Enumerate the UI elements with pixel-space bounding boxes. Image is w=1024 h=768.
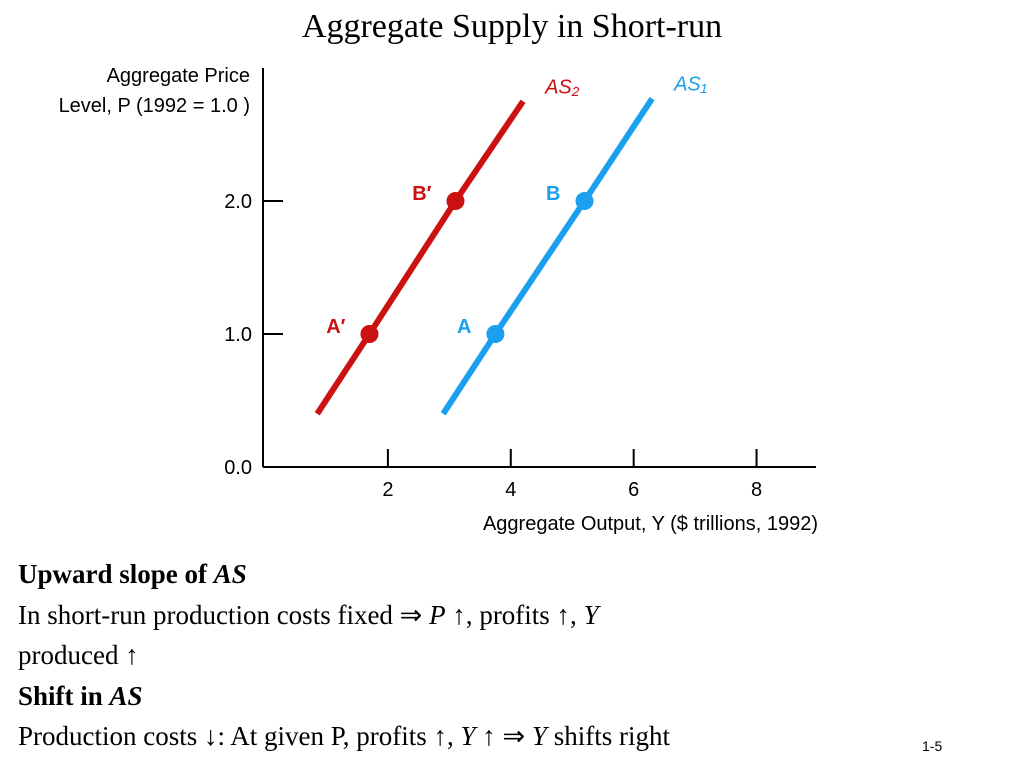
y-tick-label: 0.0: [224, 457, 252, 479]
chart: Aggregate Price Level, P (1992 = 1.0 ) A…: [59, 65, 818, 535]
point: [486, 325, 505, 343]
note-text: Upward slope of: [18, 559, 214, 589]
note-text: shifts right: [546, 721, 670, 751]
note-text: P: [429, 599, 446, 630]
x-tick-label: 2: [382, 479, 393, 501]
point-label: A: [457, 316, 471, 338]
series-label: AS₂: [544, 76, 580, 98]
note-text: Shift in: [18, 680, 110, 711]
series-line: [314, 99, 526, 416]
point: [575, 192, 594, 210]
slide-title: Aggregate Supply in Short-run: [301, 8, 723, 45]
note-text: Y: [531, 721, 547, 751]
note-text: produced ↑: [18, 640, 139, 670]
y-tick-label: 2.0: [224, 191, 252, 213]
x-tick-label: 8: [751, 479, 762, 501]
point-label: B: [546, 183, 560, 205]
note-text: Y: [583, 599, 599, 630]
y-axis-label: Level, P (1992 = 1.0 ): [59, 95, 250, 117]
series-label: AS₁: [673, 74, 707, 96]
note-text: ↑ ⇒: [475, 721, 532, 751]
point-label: B′: [412, 183, 431, 205]
y-axis-label: Aggregate Price: [107, 65, 250, 87]
notes: Upward slope of AS In short-run producti…: [18, 554, 670, 757]
point: [360, 325, 379, 343]
x-axis-label: Aggregate Output, Y ($ trillions, 1992): [483, 513, 818, 535]
note-text: AS: [213, 559, 247, 589]
x-tick-label: 4: [505, 479, 516, 501]
page-number: 1-5: [922, 738, 943, 754]
y-tick-label: 1.0: [224, 324, 252, 346]
note-text: ↑, profits ↑,: [445, 599, 584, 630]
note-text: Production costs ↓: At given P, profits …: [18, 721, 461, 751]
note-text: In short-run production costs fixed ⇒: [18, 599, 430, 630]
series-line: [440, 96, 655, 416]
x-tick-label: 6: [628, 479, 639, 501]
point: [446, 192, 465, 210]
point-label: A′: [326, 316, 345, 338]
note-text: Y: [460, 721, 476, 751]
note-text: AS: [109, 680, 143, 711]
